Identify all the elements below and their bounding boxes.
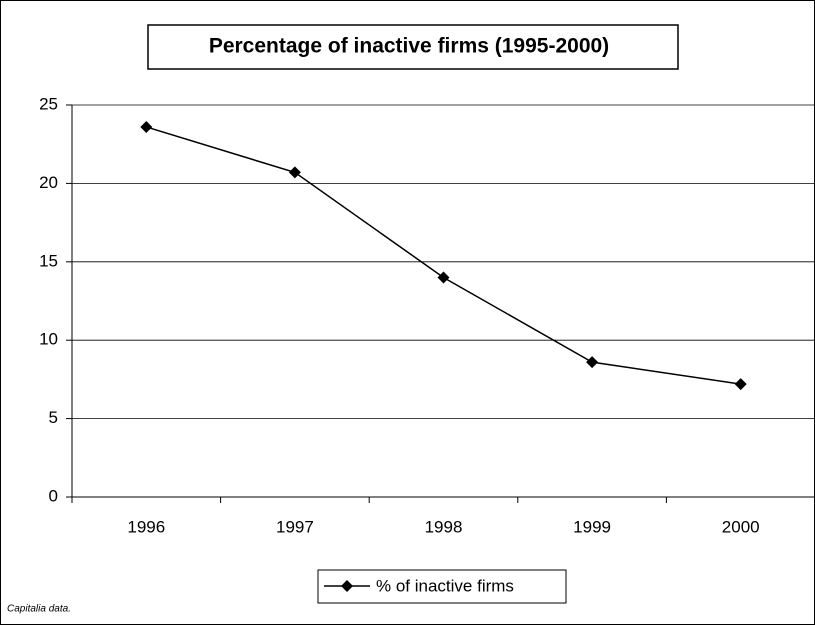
chart-title: Percentage of inactive firms (1995-2000) [209,35,609,58]
legend-label: % of inactive firms [376,576,514,595]
data-point [734,378,747,391]
x-tick-label: 1998 [425,517,463,536]
data-point [140,120,153,133]
y-tick-label: 25 [39,94,58,113]
title-box [147,24,679,70]
x-tick-label: 1999 [573,517,611,536]
y-tick-label: 20 [39,173,58,192]
data-point [586,356,599,369]
x-tick-label: 1996 [127,517,165,536]
data-point [288,166,301,179]
legend-marker [341,580,353,592]
source-note: Capitalia data. [7,604,71,615]
data-point [437,271,450,284]
y-tick-label: 15 [39,251,58,270]
y-tick-label: 10 [39,330,58,349]
y-tick-label: 5 [49,408,58,427]
x-tick-label: 1997 [276,517,314,536]
y-tick-label: 0 [49,486,58,505]
x-tick-label: 2000 [722,517,760,536]
